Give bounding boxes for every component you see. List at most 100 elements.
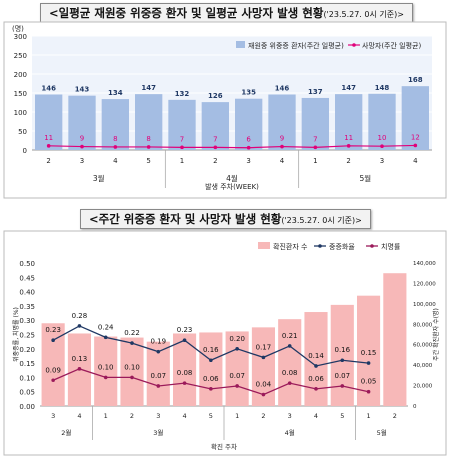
chart-1-death-label: 7 (180, 135, 184, 143)
chart-2-severity-point (235, 347, 239, 351)
chart-2-severity-point (261, 355, 266, 360)
chart-2-severity-point (77, 324, 82, 328)
chart-2-fatality-point (77, 367, 82, 371)
chart-2-severity-label: 0.17 (256, 343, 272, 351)
chart-2-legend-severity-label: 중증화율 (329, 243, 355, 251)
chart-2-severity-point (182, 338, 187, 343)
chart-2-fatality-point (261, 392, 266, 397)
chart-2-xtick-label: 5 (340, 412, 344, 420)
chart-2-severity-label: 0.19 (150, 338, 166, 346)
chart-1-bar-label: 126 (208, 92, 223, 100)
chart-1-legend-bar-label: 재원중 위중증 환자(주간 일평균) (248, 41, 344, 50)
chart-1-death-label: 11 (44, 134, 53, 142)
chart-1-death-point (280, 144, 284, 149)
chart-2-severity-point (130, 341, 134, 345)
chart-1-bar-label: 143 (75, 86, 90, 94)
chart-1-xtick-label: 3 (246, 157, 250, 165)
chart-2-severity-label: 0.23 (177, 326, 193, 334)
chart-2-fatality-label: 0.06 (308, 375, 324, 383)
chart-2-bar (41, 323, 65, 406)
chart-1-month-label: 4월 (226, 173, 238, 183)
chart-2-ytick-left-label: 0.40 (19, 289, 35, 297)
chart-1-death-label: 6 (246, 136, 251, 144)
chart-2-ytick-right-label: 40,000 (413, 363, 433, 369)
chart-1-bar-label: 147 (341, 84, 356, 92)
chart-1-xtick-label: 4 (413, 157, 418, 165)
chart-2-severity-point (103, 335, 108, 340)
chart-2-xtick-label: 3 (156, 412, 160, 420)
chart-1-legend-line-label: 사망자(주간 일평균) (362, 41, 421, 50)
chart-1-bar (68, 95, 96, 150)
chart-2-ytick-right-label: 100,000 (413, 302, 436, 308)
chart-2-month-label: 2월 (61, 428, 71, 437)
chart-1-bar-label: 132 (175, 90, 190, 98)
chart-1-legend-swatch-bar (236, 41, 245, 48)
chart-2-fatality-label: 0.06 (203, 375, 219, 383)
chart-2-subtitle: ('23.5.27. 0시 기준)> (281, 216, 362, 225)
chart-1-death-label: 7 (313, 135, 317, 143)
chart-2-legend-swatch-bar (258, 242, 270, 249)
chart-1-death-label: 12 (411, 133, 420, 141)
chart-1-bar-label: 146 (275, 85, 290, 93)
chart-2-month-label: 5월 (377, 428, 387, 437)
chart-2-fatality-point (366, 389, 371, 394)
chart-2-bar (330, 304, 354, 406)
chart-2-bar (199, 332, 223, 406)
chart-1-bar (201, 102, 229, 150)
chart-2-severity-point (366, 361, 371, 365)
chart-2-fatality-label: 0.07 (150, 372, 166, 380)
chart-2-legend-bar-label: 확진환자 수 (273, 242, 308, 251)
chart-2-ytick-left-label: 0.05 (19, 389, 35, 397)
chart-1-bar (301, 97, 329, 150)
chart-1-bar-label: 134 (108, 89, 123, 97)
chart-2-fatality-point (209, 387, 213, 391)
chart-2-severity-label: 0.16 (203, 346, 219, 354)
chart-1-xtick-label: 3 (80, 157, 84, 165)
chart-2-fatality-label: 0.07 (229, 372, 245, 380)
chart-1-bar-label: 146 (41, 85, 56, 93)
chart-2-xtick-label: 1 (104, 412, 108, 420)
chart-2-fatality-point (235, 384, 239, 388)
chart-1-death-label: 9 (280, 135, 284, 143)
chart-2-month-label: 4월 (285, 428, 295, 437)
chart-2-severity-label: 0.16 (334, 346, 350, 354)
chart-1-xtick-label: 1 (180, 157, 184, 165)
chart-2-fatality-label: 0.10 (124, 363, 140, 371)
chart-1-bar-label: 147 (141, 84, 156, 92)
chart-1-subtitle: ('23.5.27. 0시 기준)> (323, 10, 404, 19)
chart-1-death-point (246, 145, 251, 150)
chart-2-ytick-right-label: 120,000 (413, 281, 436, 287)
chart-2-bar (146, 341, 170, 406)
chart-1-xtick-label: 2 (213, 157, 217, 165)
chart-2-xtick-label: 2 (393, 412, 397, 420)
chart-1-death-label: 11 (344, 134, 353, 142)
chart-1-xtick-label: 4 (113, 157, 118, 165)
chart-1-bar (135, 94, 163, 150)
chart-2-severity-point (314, 364, 318, 368)
chart-2-ytick-right-label: 60,000 (413, 343, 433, 349)
chart-1-death-point (413, 143, 418, 148)
chart-2-ytick-left-label: 0.10 (19, 374, 35, 382)
chart-2-xlabel: 확진 주차 (211, 442, 237, 451)
chart-1-bar (401, 86, 429, 150)
chart-2-ytick-left-label: 0.20 (19, 346, 35, 354)
chart-1-xtick-label: 4 (280, 157, 285, 165)
chart-2-severity-label: 0.14 (308, 352, 324, 360)
chart-1-death-label: 9 (80, 135, 84, 143)
chart-2-fatality-point (103, 375, 108, 380)
chart-2-ytick-right-label: 0 (413, 404, 417, 410)
chart-1-bar (35, 94, 63, 150)
chart-1-death-line (48, 144, 416, 149)
chart-1-bar (335, 94, 363, 150)
chart-1-month-label: 3월 (93, 173, 105, 183)
chart-2-fatality-label: 0.04 (256, 381, 272, 389)
chart-2-severity-label: 0.24 (98, 323, 114, 331)
chart-1-bar (168, 99, 196, 150)
chart-2-fatality-point (182, 381, 187, 385)
chart-1-bar-label: 148 (375, 84, 390, 92)
chart-2-bar (251, 327, 275, 406)
chart-2-xtick-label: 2 (261, 412, 265, 420)
chart-2-svg: 0.00 0.05 0.10 0.15 0.20 0.25 0.30 0.35 0.40 0.45… (3, 230, 447, 456)
chart-1-ytick-label: 150 (14, 90, 27, 98)
chart-1-xtick-label: 1 (313, 157, 317, 165)
